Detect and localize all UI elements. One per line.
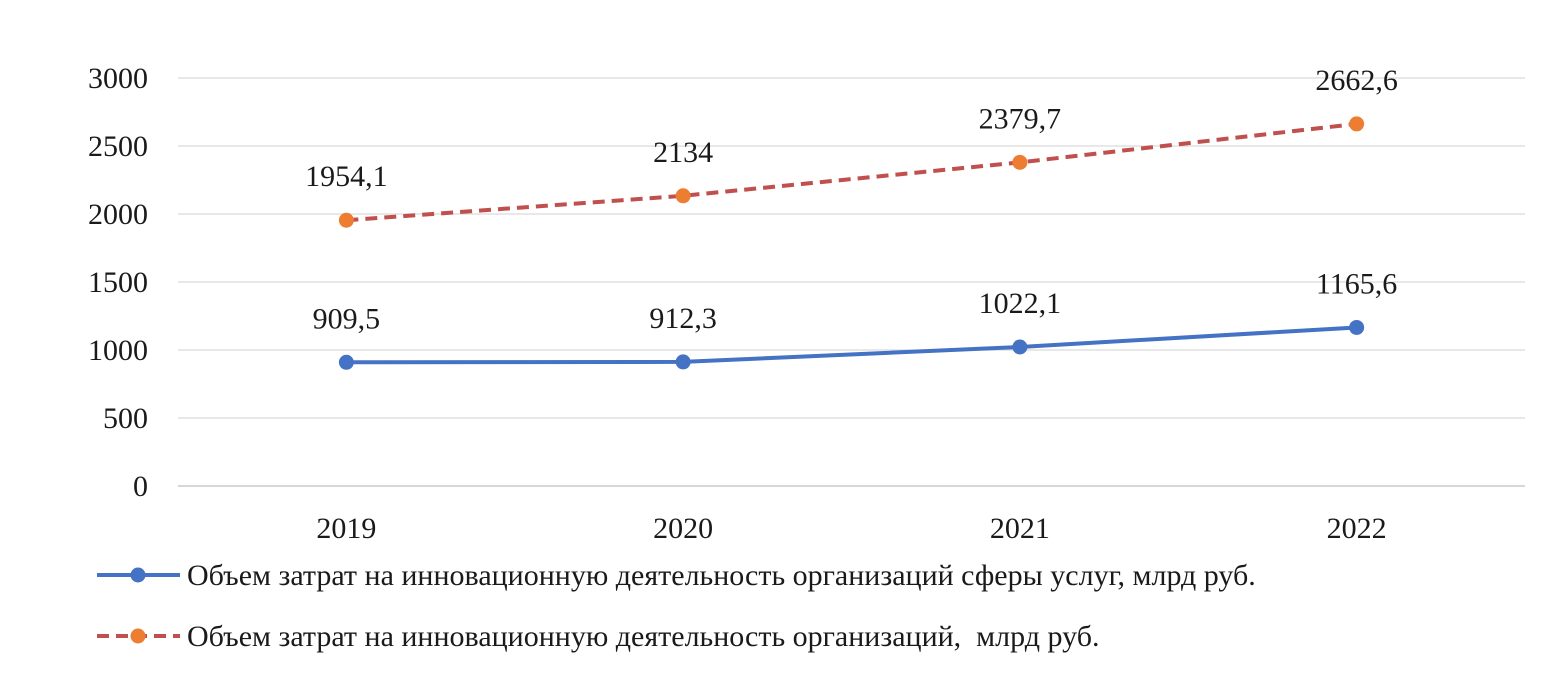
x-tick-label: 2019 [316, 512, 376, 545]
data-point [1012, 154, 1028, 170]
data-label: 2379,7 [979, 102, 1062, 135]
data-point [675, 354, 691, 370]
y-tick-label: 2500 [88, 130, 148, 163]
y-tick-label: 500 [103, 402, 148, 435]
legend-label: Объем затрат на инновационную деятельнос… [187, 559, 1256, 592]
data-label: 909,5 [313, 302, 381, 335]
y-tick-label: 1500 [88, 266, 148, 299]
x-tick-label: 2022 [1327, 512, 1387, 545]
legend: Объем затрат на инновационную деятельнос… [97, 559, 1256, 653]
series-group: 909,5 912,3 1022,1 1165,6 1954,1 2134 2379,7 26… [305, 64, 1398, 370]
x-axis: 2019 2020 2021 2022 [316, 512, 1386, 545]
x-tick-label: 2021 [990, 512, 1050, 545]
legend-marker [130, 567, 146, 583]
series-line [346, 121, 1357, 223]
x-tick-label: 2020 [653, 512, 713, 545]
data-label: 2662,6 [1315, 64, 1398, 97]
legend-label: Объем затрат на инновационную деятельнос… [187, 620, 1099, 653]
series-line [344, 325, 1359, 365]
y-axis: 0 500 1000 1500 2000 2500 3000 [88, 62, 148, 503]
data-point [1349, 319, 1365, 335]
data-label: 912,3 [649, 302, 717, 335]
y-tick-label: 3000 [88, 62, 148, 95]
data-point [338, 212, 354, 228]
data-point [675, 188, 691, 204]
data-label: 1954,1 [305, 160, 388, 193]
gridlines [178, 77, 1525, 487]
legend-marker [130, 628, 146, 644]
y-tick-label: 1000 [88, 334, 148, 367]
data-point [1349, 116, 1365, 132]
data-point [1012, 339, 1028, 355]
y-tick-label: 2000 [88, 198, 148, 231]
data-label: 2134 [653, 136, 713, 169]
data-label: 1165,6 [1316, 267, 1397, 300]
data-label: 1022,1 [979, 287, 1062, 320]
y-tick-label: 0 [133, 470, 148, 503]
data-point [338, 354, 354, 370]
